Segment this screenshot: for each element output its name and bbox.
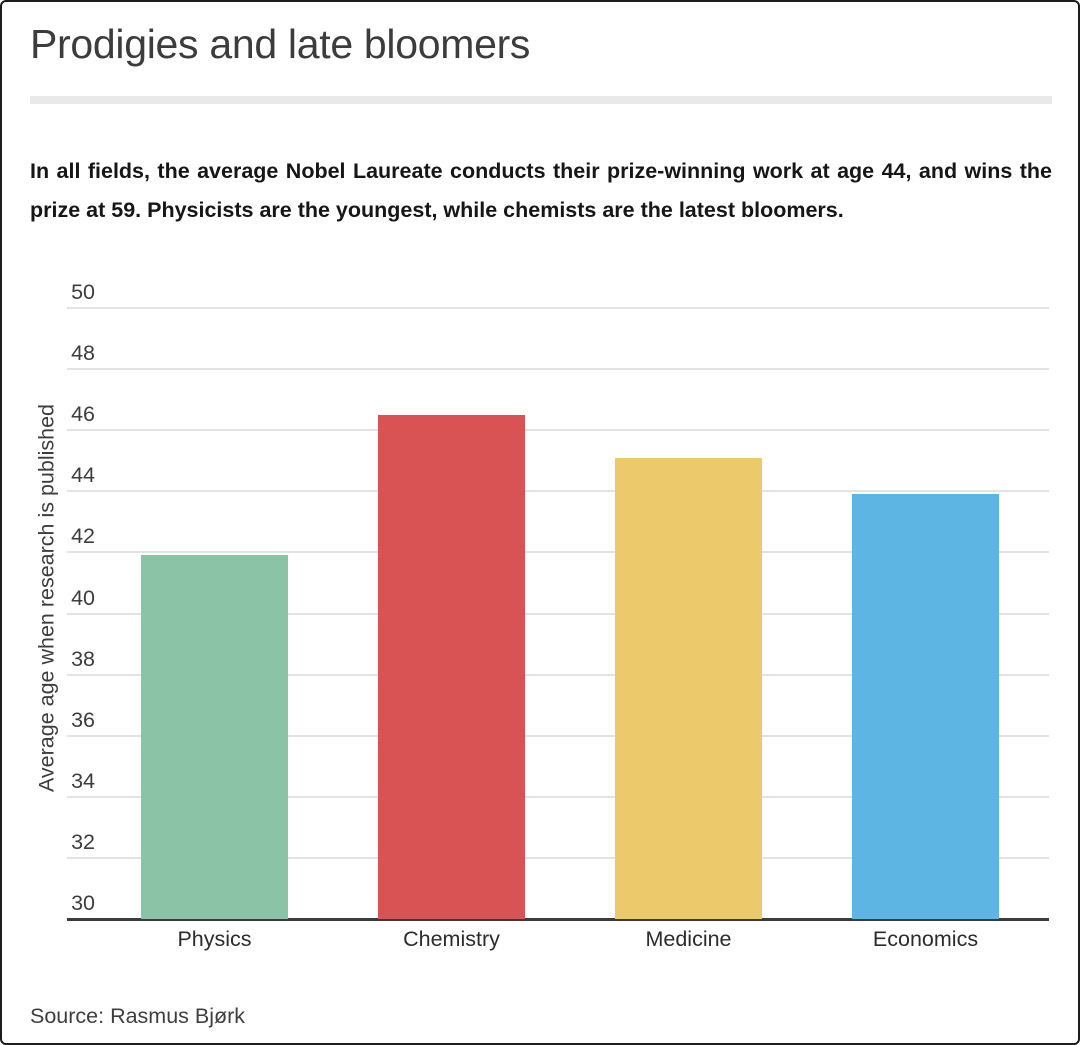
ytick-label-50: 50 (71, 280, 95, 304)
xtick-label-economics: Economics (872, 927, 979, 951)
ytick-label-38: 38 (71, 646, 95, 671)
chart-description: In all fields, the average Nobel Laureat… (30, 159, 1052, 222)
ytick-label-34: 34 (71, 768, 95, 793)
title-divider (30, 96, 1052, 104)
ytick-label-40: 40 (71, 585, 95, 610)
bar-economics (852, 494, 999, 919)
gridline-36 (67, 734, 1049, 737)
bar-medicine (615, 457, 762, 919)
xtick-label-chemistry: Chemistry (403, 927, 500, 951)
gridline-34 (67, 795, 1049, 798)
ytick-label-44: 44 (71, 463, 95, 488)
chart-title: Prodigies and late bloomers (30, 21, 531, 67)
ytick-label-48: 48 (71, 341, 95, 366)
ytick-label-30: 30 (71, 891, 95, 915)
gridline-50 (67, 307, 1049, 309)
source-line: Source: Rasmus Bjørk (30, 1004, 246, 1028)
xtick-label-physics: Physics (177, 927, 252, 951)
gridline-40 (67, 612, 1049, 615)
ytick-label-36: 36 (71, 707, 95, 732)
bar-chemistry (378, 414, 525, 919)
gridline-38 (67, 673, 1049, 676)
x-axis-baseline (67, 918, 1049, 921)
xtick-label-medicine: Medicine (645, 927, 732, 951)
bar-physics (141, 555, 288, 919)
gridline-44 (67, 490, 1049, 493)
gridline-46 (67, 429, 1049, 432)
gridline-42 (67, 551, 1049, 554)
ytick-label-46: 46 (71, 402, 95, 427)
gridline-48 (67, 368, 1049, 371)
ytick-label-42: 42 (71, 524, 95, 549)
gridline-32 (67, 856, 1049, 859)
ytick-label-32: 32 (71, 829, 95, 854)
